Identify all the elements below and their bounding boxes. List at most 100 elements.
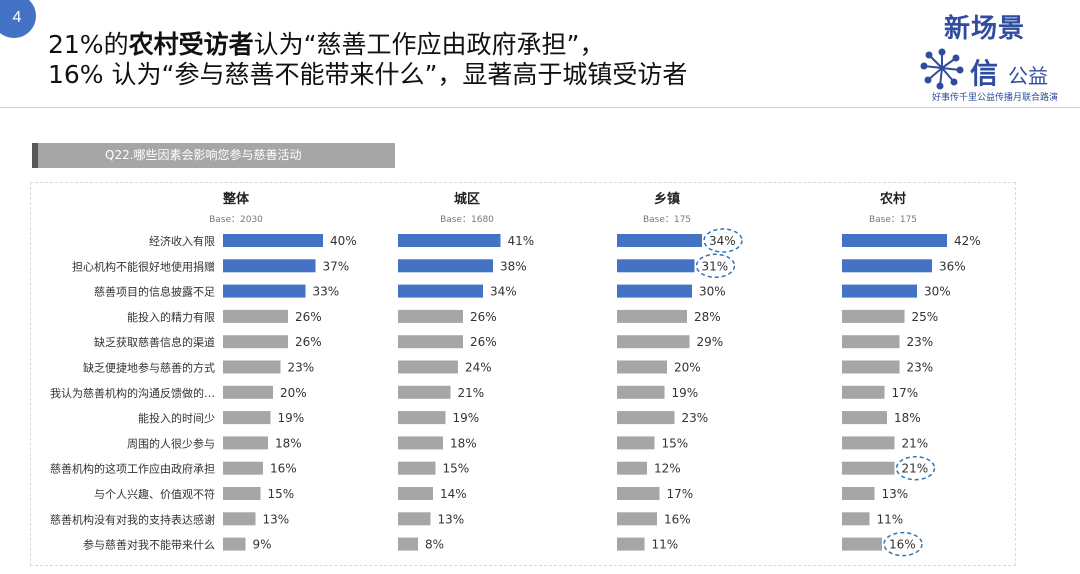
panel-title: 城区 [454, 191, 480, 207]
bar [842, 259, 932, 273]
category-label: 能投入的时间少 [138, 411, 215, 425]
category-label: 经济收入有限 [149, 234, 215, 248]
value-label: 11% [652, 538, 679, 552]
bar [223, 385, 273, 399]
headline-stat: 21%的 [48, 30, 129, 59]
bar [398, 360, 458, 374]
value-label: 20% [674, 361, 701, 375]
logo-subtitle: 公益 [1008, 64, 1048, 88]
value-label: 11% [877, 512, 904, 526]
bar [842, 335, 900, 349]
bar [398, 309, 463, 323]
value-label: 13% [438, 512, 465, 526]
value-label: 19% [672, 386, 699, 400]
panel-title: 整体 [222, 191, 250, 207]
dandelion-icon [920, 48, 964, 90]
value-label: 38% [500, 259, 527, 273]
category-label: 能投入的精力有限 [127, 310, 215, 324]
panel-title: 乡镇 [654, 191, 680, 207]
bar [842, 360, 900, 374]
bar [398, 461, 436, 475]
bar [223, 259, 316, 273]
bar [398, 436, 443, 450]
panel-base-label: Base：1680 [440, 215, 494, 225]
value-label: 18% [450, 436, 477, 450]
category-label: 担心机构不能很好地使用捐赠 [72, 259, 215, 273]
bar [617, 512, 657, 526]
bar [617, 284, 692, 298]
bar [617, 385, 665, 399]
value-label: 30% [924, 285, 951, 299]
question-banner-accent [32, 143, 38, 168]
category-label: 慈善项目的信息披露不足 [94, 285, 215, 299]
value-label: 36% [939, 259, 966, 273]
category-label: 周围的人很少参与 [127, 436, 215, 450]
value-label: 26% [470, 335, 497, 349]
highlight-circle [883, 531, 923, 557]
value-label: 19% [278, 411, 305, 425]
chart-frame [30, 182, 1016, 566]
bar [617, 360, 667, 374]
headline-line-1: 21%的农村受访者认为“慈善工作应由政府承担”， [48, 30, 687, 60]
value-label: 34% [490, 285, 517, 299]
value-label: 30% [699, 285, 726, 299]
logo-title: 新场景 [944, 14, 1026, 44]
value-label: 33% [313, 285, 340, 299]
value-label: 41% [508, 234, 535, 248]
highlight-circle [895, 455, 936, 481]
bar [842, 512, 870, 526]
value-label: 23% [907, 335, 934, 349]
bar [617, 436, 655, 450]
bar [223, 234, 323, 247]
bar [398, 335, 463, 349]
value-label: 28% [694, 310, 721, 324]
panel-base-label: Base：2030 [209, 215, 263, 225]
headline-claim: 认为“慈善工作应由政府承担”， [253, 30, 605, 59]
highlight-circle [703, 228, 743, 253]
bar [223, 411, 271, 425]
panel-base-label: Base：175 [869, 215, 917, 225]
value-label: 14% [440, 487, 467, 501]
bar [398, 234, 501, 247]
bar [223, 309, 288, 323]
value-label: 9% [253, 538, 272, 552]
category-label: 我认为慈善机构的沟通反馈做的… [50, 386, 215, 400]
header-divider [0, 107, 1080, 108]
value-label: 29% [697, 335, 724, 349]
value-label: 23% [907, 361, 934, 375]
bar [223, 335, 288, 349]
value-label: 16% [270, 462, 297, 476]
bar [842, 487, 875, 500]
highlight-circle [695, 253, 736, 279]
category-label: 参与慈善对我不能带来什么 [83, 538, 215, 552]
bar [223, 360, 281, 374]
value-label: 21% [458, 386, 485, 400]
value-label: 26% [295, 335, 322, 349]
value-label: 18% [894, 411, 921, 425]
category-label: 缺乏便捷地参与慈善的方式 [83, 361, 215, 375]
value-label: 17% [892, 386, 919, 400]
value-label: 40% [330, 234, 357, 248]
value-label: 24% [465, 361, 492, 375]
value-label: 16% [889, 538, 916, 552]
bar [617, 309, 687, 323]
value-label: 21% [902, 436, 929, 450]
value-label: 12% [654, 462, 681, 476]
bar [842, 385, 885, 399]
bar [398, 537, 418, 551]
bar [398, 411, 446, 425]
bar [617, 537, 645, 551]
logo-tagline: 好事传千里公益传播月联合路演 [932, 93, 1059, 103]
value-label: 21% [902, 462, 929, 476]
bar [223, 436, 268, 450]
headline-emphasis: 农村受访者 [128, 30, 254, 59]
bar [398, 512, 431, 526]
slide-headline: 21%的农村受访者认为“慈善工作应由政府承担”， 16% 认为“参与慈善不能带来… [48, 30, 687, 90]
bar [842, 284, 917, 298]
bar [617, 411, 675, 425]
value-label: 16% [664, 512, 691, 526]
bar [398, 385, 451, 399]
value-label: 8% [425, 538, 444, 552]
bar [842, 411, 887, 425]
bar [617, 335, 690, 349]
